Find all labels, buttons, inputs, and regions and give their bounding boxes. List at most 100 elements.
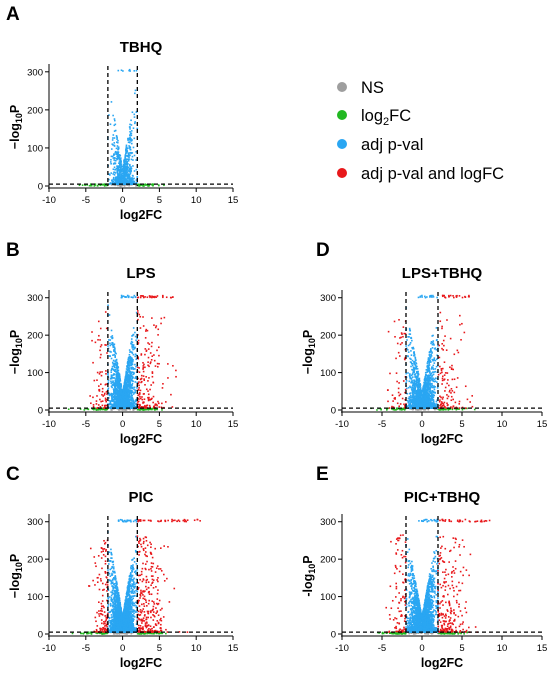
logfc-point [86,632,88,635]
adj-pval-point [120,385,122,388]
ns-point [123,408,126,411]
adj-pval-point [116,388,118,390]
adj-pval-point [131,380,134,382]
adj-pval-point [127,366,130,368]
adj-pval-and-logfc-point [158,354,160,357]
adj-pval-point [112,388,115,390]
adj-pval-point [116,157,119,160]
adj-pval-point [113,130,116,132]
adj-pval-point [135,339,137,342]
adj-pval-point [128,381,130,383]
adj-pval-point [132,403,134,405]
adj-pval-and-logfc-point [141,398,144,401]
logfc-point [165,632,167,635]
adj-pval-point [127,358,130,361]
adj-pval-point [129,137,132,140]
adj-pval-point [113,362,115,365]
logfc-point [101,633,104,635]
adj-pval-and-logfc-point [138,381,140,383]
adj-pval-and-logfc-point [151,397,153,400]
adj-pval-point [110,179,113,182]
adj-pval-point [128,389,130,392]
adj-pval-point [116,172,119,175]
adj-pval-point [135,159,137,161]
adj-pval-point [122,402,124,405]
adj-pval-point [120,69,123,72]
y-tick-label: 200 [27,331,43,342]
adj-pval-point [133,180,136,183]
adj-pval-and-logfc-point [142,365,145,367]
adj-pval-point [121,178,123,181]
adj-pval-point [129,128,131,130]
adj-pval-point [130,181,133,184]
adj-pval-point [130,366,132,369]
adj-pval-point [130,403,133,406]
logfc-point [149,408,151,410]
logfc-point [150,408,152,410]
adj-pval-point [127,391,129,394]
adj-pval-point [120,402,123,404]
adj-pval-point [109,406,112,408]
adj-pval-point [125,396,128,398]
adj-pval-and-logfc-point [91,331,93,333]
panel-title: PIC [128,489,153,506]
adj-pval-point [135,168,138,171]
adj-pval-and-logfc-point [158,402,160,405]
adj-pval-and-logfc-point [137,296,140,299]
adj-pval-point [113,364,115,367]
adj-pval-and-logfc-point [144,407,147,409]
adj-pval-point [113,118,116,120]
adj-pval-point [117,141,119,144]
adj-pval-point [129,374,132,377]
adj-pval-point [126,361,129,363]
adj-pval-and-logfc-point [153,406,155,409]
adj-pval-point [134,346,136,349]
adj-pval-and-logfc-point [102,407,105,409]
adj-pval-point [128,396,131,398]
adj-pval-point [112,134,115,136]
adj-pval-point [112,178,115,181]
adj-pval-point [133,402,136,404]
adj-pval-point [108,173,110,175]
adj-pval-point [125,171,127,174]
logfc-point [83,409,86,411]
adj-pval-point [127,362,130,365]
adj-pval-point [126,379,129,382]
adj-pval-point [131,174,134,177]
adj-pval-point [132,380,134,383]
adj-pval-point [128,156,130,159]
adj-pval-point [126,175,129,178]
adj-pval-point [118,391,121,394]
logfc-point [142,633,145,635]
adj-pval-point [109,602,112,605]
ns-point [120,408,122,411]
adj-pval-point [112,368,114,371]
logfc-point [161,409,163,411]
adj-pval-point [113,119,116,122]
adj-pval-point [120,181,123,183]
adj-pval-point [113,406,115,408]
adj-pval-point [109,378,112,380]
adj-pval-point [107,339,110,341]
adj-pval-and-logfc-point [140,295,142,297]
adj-pval-point [118,396,120,399]
adj-pval-point [112,180,115,183]
adj-pval-point [130,296,133,298]
adj-pval-point [111,143,114,146]
adj-pval-point [122,168,124,170]
adj-pval-point [132,165,134,167]
logfc-point [84,184,86,187]
adj-pval-point [121,389,123,392]
adj-pval-point [110,377,113,380]
adj-pval-point [115,396,118,399]
adj-pval-point [112,163,115,165]
adj-pval-and-logfc-point [100,344,103,346]
logfc-point [90,632,92,634]
adj-pval-point [120,384,123,387]
adj-pval-point [127,139,129,141]
adj-pval-point [127,170,130,172]
adj-pval-and-logfc-point [106,393,108,395]
adj-pval-point [115,371,117,373]
adj-pval-point [125,400,128,402]
adj-pval-point [125,372,127,374]
